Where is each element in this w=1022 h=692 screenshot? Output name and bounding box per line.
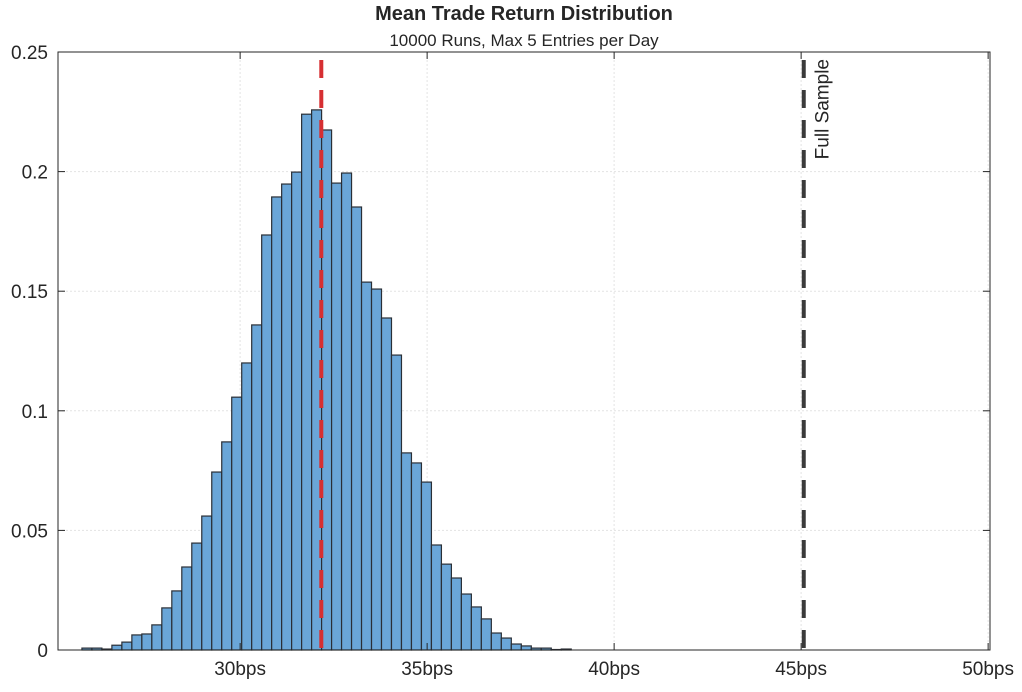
y-tick-label: 0.15 <box>11 282 48 303</box>
chart-subtitle: 10000 Runs, Max 5 Entries per Day <box>389 31 659 50</box>
histogram-bar <box>272 197 282 650</box>
histogram-bar <box>372 289 382 650</box>
y-tick-label: 0.2 <box>22 163 48 184</box>
histogram-bar <box>471 607 481 650</box>
histogram-bars <box>82 110 571 650</box>
histogram-bar <box>441 564 451 650</box>
histogram-bar <box>491 633 501 650</box>
histogram-bar <box>232 397 242 650</box>
histogram-bar <box>192 543 202 650</box>
histogram-bar <box>162 608 172 650</box>
histogram-bar <box>262 235 272 650</box>
histogram-bar <box>132 635 142 650</box>
histogram-bar <box>342 173 352 650</box>
histogram-bar <box>352 207 362 650</box>
histogram-bar <box>401 453 411 650</box>
histogram-bar <box>282 184 292 650</box>
x-tick-label: 40bps <box>588 659 640 680</box>
histogram-bar <box>511 644 521 650</box>
histogram-bar <box>481 619 491 650</box>
histogram-bar <box>142 634 152 650</box>
histogram-bar <box>242 363 252 650</box>
histogram-bar <box>411 463 421 650</box>
histogram-bar <box>501 638 511 650</box>
histogram-bar <box>391 355 401 650</box>
x-tick-label: 45bps <box>775 659 827 680</box>
y-tick-label: 0 <box>37 641 48 662</box>
axis-ticks: 30bps 35bps 40bps 45bps 50bps 0 0.05 0.1 0.15 0.2… <box>11 43 1014 680</box>
chart-title: Mean Trade Return Distribution <box>375 3 673 25</box>
histogram-bar <box>182 567 192 650</box>
histogram-bar <box>431 545 441 650</box>
y-tick-label: 0.05 <box>11 521 48 542</box>
histogram-bar <box>332 183 342 650</box>
histogram-bar <box>222 442 232 650</box>
y-tick-label: 0.1 <box>22 402 48 423</box>
y-tick-label: 0.25 <box>11 43 48 64</box>
histogram-bar <box>362 282 372 650</box>
x-tick-label: 35bps <box>401 659 453 680</box>
histogram-bar <box>212 472 222 650</box>
histogram-bar <box>382 318 392 650</box>
histogram-bar <box>451 578 461 650</box>
histogram-bar <box>122 642 132 650</box>
histogram-bar <box>302 114 312 650</box>
histogram-bar <box>292 172 302 650</box>
histogram-bar <box>112 645 122 650</box>
histogram-bar <box>252 325 262 650</box>
full-sample-label: Full Sample <box>813 59 834 159</box>
x-tick-label: 50bps <box>962 659 1014 680</box>
x-tick-label: 30bps <box>214 659 266 680</box>
histogram-bar <box>202 516 212 650</box>
histogram-bar <box>521 646 531 650</box>
histogram-bar <box>461 594 471 650</box>
histogram-bar <box>152 625 162 650</box>
histogram-bar <box>172 591 182 650</box>
histogram-bar <box>421 482 431 650</box>
